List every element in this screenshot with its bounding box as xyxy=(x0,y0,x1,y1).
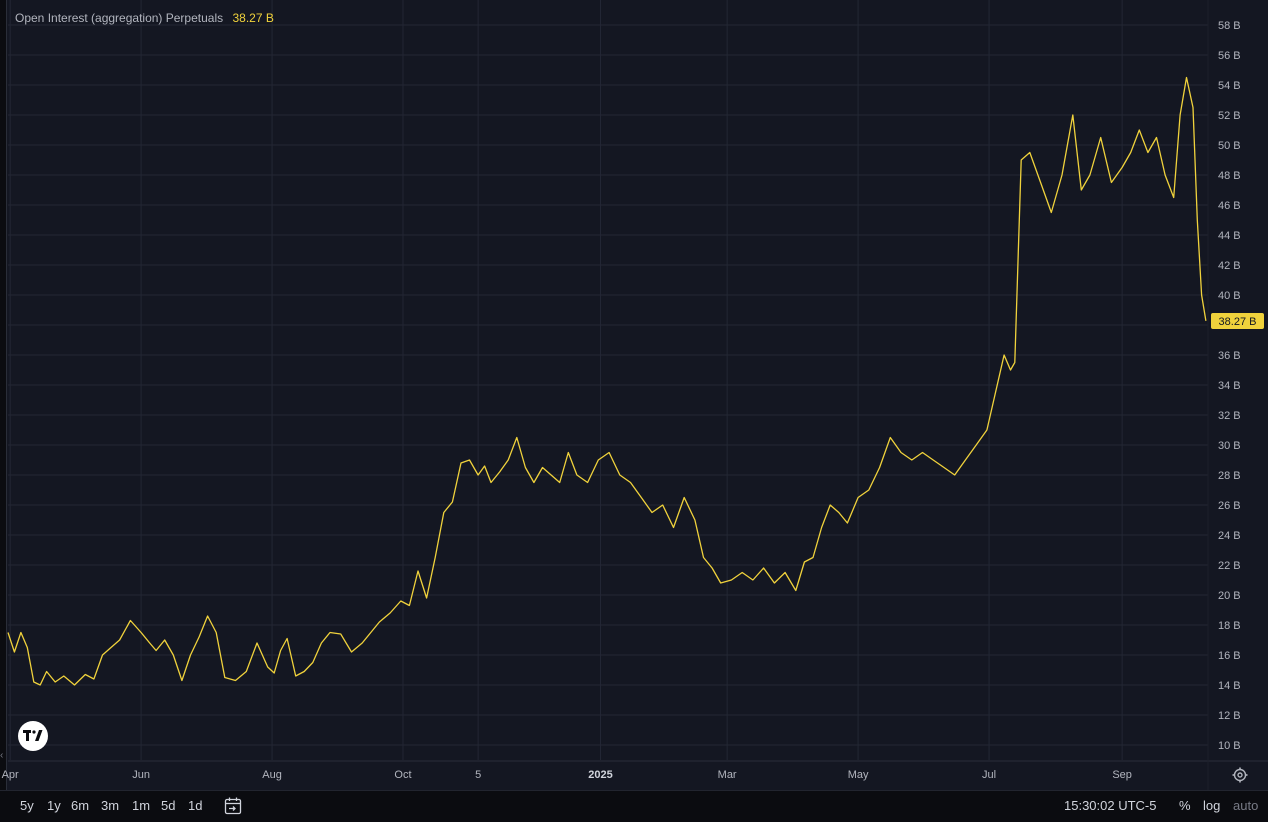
y-tick-label: 46 B xyxy=(1218,200,1241,212)
go-to-date-calendar-icon[interactable] xyxy=(223,796,243,816)
series-line-layer xyxy=(7,76,1207,686)
legend: Open Interest (aggregation) Perpetuals 3… xyxy=(15,11,274,25)
y-tick-label: 22 B xyxy=(1218,560,1241,572)
log-scale-toggle[interactable]: log xyxy=(1203,798,1221,813)
series-line[interactable] xyxy=(7,76,1207,686)
y-tick-label: 14 B xyxy=(1218,680,1241,692)
timezone-clock[interactable]: 15:30:02 UTC-5 xyxy=(1064,798,1157,813)
y-tick-label: 42 B xyxy=(1218,260,1241,272)
percent-scale-toggle[interactable]: % xyxy=(1179,798,1191,813)
legend-value: 38.27 B xyxy=(232,11,274,25)
y-tick-label: 20 B xyxy=(1218,590,1241,602)
y-tick-label: 36 B xyxy=(1218,350,1241,362)
last-value-marker: 38.27 B xyxy=(1211,312,1264,329)
x-tick-label: May xyxy=(848,769,869,781)
timeframe-1m[interactable]: 1m xyxy=(132,798,151,813)
y-tick-label: 44 B xyxy=(1218,230,1241,242)
collapse-chevron-icon[interactable]: ‹ xyxy=(0,750,4,761)
x-tick-label: Sep xyxy=(1112,769,1132,781)
last-value-badge xyxy=(1211,312,1264,329)
timeframe-3m[interactable]: 3m xyxy=(101,798,120,813)
timeframe-6m[interactable]: 6m xyxy=(71,798,90,813)
y-tick-label: 32 B xyxy=(1218,410,1241,422)
last-value-label: 38.27 B xyxy=(1219,316,1257,328)
y-tick-label: 18 B xyxy=(1218,620,1241,632)
bottom-toolbar: 5y 1y 6m 3m 1m 5d 1d 15:30:02 UTC-5 % lo… xyxy=(0,790,1268,822)
chart-plot[interactable]: 10 B 12 B 14 B 16 B 18 B 20 B 22 B 24 B 26 B 28 B… xyxy=(0,0,1268,790)
x-tick-label: Jul xyxy=(982,769,996,781)
x-axis[interactable]: Apr Jun Aug Oct 5 2025 Mar May Jul Sep xyxy=(2,769,1132,781)
x-tick-label: Aug xyxy=(262,769,282,781)
tradingview-logo[interactable] xyxy=(18,721,48,751)
x-tick-label: Apr xyxy=(2,769,19,781)
auto-scale-toggle[interactable]: auto xyxy=(1233,798,1259,813)
y-tick-label: 12 B xyxy=(1218,710,1241,722)
timeframe-5y[interactable]: 5y xyxy=(20,798,34,813)
y-tick-label: 24 B xyxy=(1218,530,1241,542)
timeframe-5d[interactable]: 5d xyxy=(161,798,176,813)
settings-gear-icon[interactable] xyxy=(1232,767,1248,783)
y-tick-label: 28 B xyxy=(1218,470,1241,482)
x-tick-label: 2025 xyxy=(588,769,612,781)
y-tick-label: 52 B xyxy=(1218,110,1241,122)
y-tick-label: 34 B xyxy=(1218,380,1241,392)
grid-lines xyxy=(8,0,1268,790)
y-axis[interactable]: 10 B 12 B 14 B 16 B 18 B 20 B 22 B 24 B 26 B 28 B… xyxy=(1218,20,1241,752)
timeframe-1y[interactable]: 1y xyxy=(47,798,61,813)
x-tick-label: 5 xyxy=(475,769,481,781)
x-tick-label: Oct xyxy=(394,769,411,781)
timeframe-1d[interactable]: 1d xyxy=(188,798,203,813)
y-tick-label: 58 B xyxy=(1218,20,1241,32)
x-tick-label: Jun xyxy=(132,769,150,781)
y-tick-label: 30 B xyxy=(1218,440,1241,452)
x-tick-label: Mar xyxy=(718,769,737,781)
chart-frame xyxy=(6,0,1268,821)
legend-title: Open Interest (aggregation) Perpetuals xyxy=(15,11,224,25)
y-tick-label: 26 B xyxy=(1218,500,1241,512)
y-tick-label: 10 B xyxy=(1218,740,1241,752)
y-tick-label: 54 B xyxy=(1218,80,1241,92)
y-tick-label: 56 B xyxy=(1218,50,1241,62)
y-tick-label: 48 B xyxy=(1218,170,1241,182)
y-tick-label: 16 B xyxy=(1218,650,1241,662)
y-tick-label: 40 B xyxy=(1218,290,1241,302)
y-tick-label: 50 B xyxy=(1218,140,1241,152)
tradingview-logo-icon xyxy=(23,730,43,741)
